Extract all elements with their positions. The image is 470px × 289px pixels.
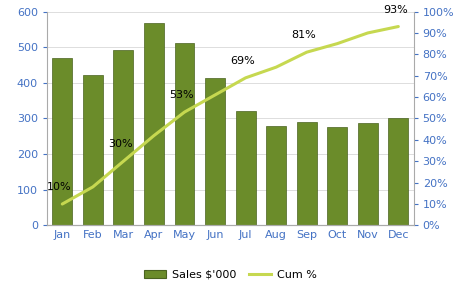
Text: 81%: 81% xyxy=(291,30,316,40)
Bar xyxy=(297,122,317,225)
Bar xyxy=(388,118,408,225)
Text: 69%: 69% xyxy=(230,56,255,66)
Bar xyxy=(235,111,256,225)
Legend: Sales $'000, Cum %: Sales $'000, Cum % xyxy=(139,265,321,284)
Bar xyxy=(113,50,133,225)
Bar xyxy=(174,43,195,225)
Text: 53%: 53% xyxy=(169,90,194,100)
Text: 30%: 30% xyxy=(108,139,133,149)
Bar xyxy=(144,23,164,225)
Bar xyxy=(358,123,378,225)
Bar xyxy=(266,126,286,225)
Text: 10%: 10% xyxy=(47,182,72,192)
Bar xyxy=(52,58,72,225)
Bar xyxy=(327,127,347,225)
Bar xyxy=(83,75,103,225)
Text: 93%: 93% xyxy=(383,5,408,15)
Bar xyxy=(205,78,225,225)
